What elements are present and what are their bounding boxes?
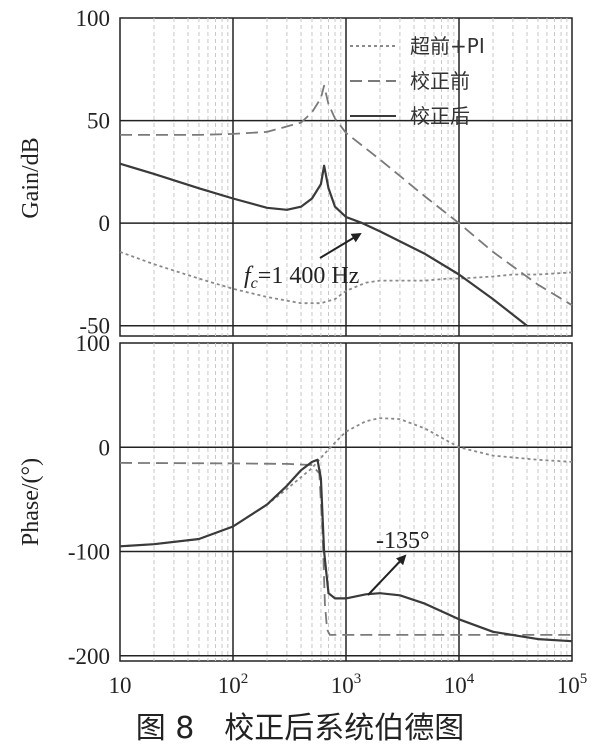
phase-y-ticks: 100 0 -100 -200 bbox=[68, 331, 110, 669]
gain-ytick-label: 100 bbox=[76, 6, 111, 31]
figure-caption: 图 8 校正后系统伯德图 bbox=[136, 711, 465, 746]
legend: 超前+PI 校正前 校正后 bbox=[350, 34, 485, 128]
phase-xtick-label: 103 bbox=[331, 671, 362, 698]
phase-grid bbox=[120, 343, 572, 661]
gain-y-axis-label: Gain/dB bbox=[18, 137, 44, 218]
legend-label-before: 校正前 bbox=[410, 69, 470, 93]
phase-series-line-2 bbox=[119, 458, 573, 643]
legend-label-lead-pi: 超前+PI bbox=[410, 34, 485, 58]
phase-xtick-label: 102 bbox=[218, 671, 249, 698]
phase-margin-label: -135° bbox=[376, 528, 430, 554]
phase-x-ticks: 10 102 103 104 105 bbox=[109, 671, 588, 698]
gain-ytick-label: 0 bbox=[99, 211, 111, 236]
crossover-label: fc=1 400 Hz bbox=[244, 263, 359, 292]
gain-series-line-2 bbox=[119, 162, 528, 327]
phase-ytick-label: -200 bbox=[68, 644, 110, 669]
phase-xtick-label: 104 bbox=[444, 671, 475, 698]
legend-label-after: 校正后 bbox=[410, 104, 470, 128]
crossover-arrow bbox=[319, 232, 362, 259]
phase-margin-annotation: -135° bbox=[367, 528, 430, 596]
phase-ytick-label: 100 bbox=[76, 331, 111, 356]
gain-y-ticks: 100 50 0 -50 bbox=[76, 6, 111, 339]
phase-ytick-label: 0 bbox=[99, 435, 111, 460]
gain-ytick-label: -50 bbox=[79, 314, 110, 339]
gain-grid bbox=[120, 18, 572, 336]
gain-panel: 100 50 0 -50 Gain/dB 超前+PI 校正前 校正后 fc=1 400… bbox=[18, 6, 573, 339]
gain-series-line-1 bbox=[120, 84, 573, 306]
phase-margin-arrow bbox=[367, 554, 407, 596]
crossover-annotation: fc=1 400 Hz bbox=[244, 232, 362, 292]
gain-series-group bbox=[119, 84, 573, 327]
phase-series-group bbox=[119, 417, 573, 643]
phase-xtick-label: 105 bbox=[557, 671, 588, 698]
gain-series-line-0 bbox=[119, 251, 573, 305]
phase-xtick-label: 10 bbox=[109, 673, 132, 698]
phase-series-line-1 bbox=[119, 462, 572, 636]
phase-y-axis-label: Phase/(°) bbox=[18, 458, 44, 546]
gain-ytick-label: 50 bbox=[87, 109, 110, 134]
phase-panel: 100 0 -100 -200 10 102 103 104 105 Phase/(°) -1… bbox=[18, 331, 587, 698]
phase-ytick-label: -100 bbox=[68, 540, 110, 565]
